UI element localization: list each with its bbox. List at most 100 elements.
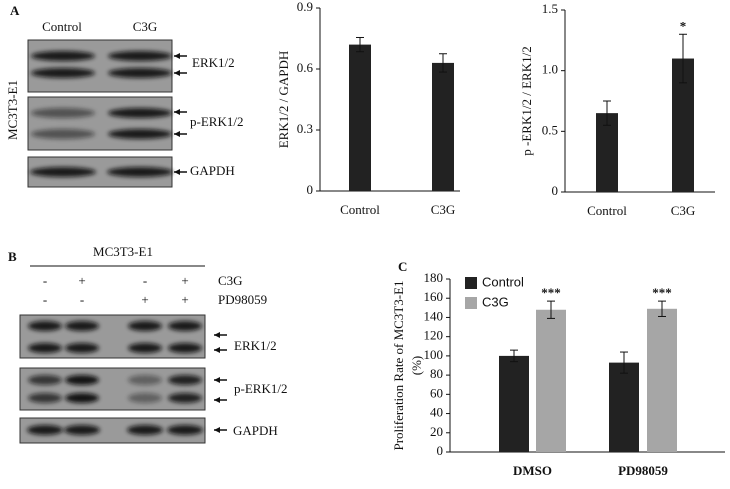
x-tick-label: Control xyxy=(340,202,380,217)
blot-band xyxy=(168,321,202,331)
blot-label: p-ERK1/2 xyxy=(190,114,243,129)
bar xyxy=(432,62,454,192)
treatment-sign: + xyxy=(78,273,85,288)
y-tick-label: 0.6 xyxy=(297,60,314,75)
arrow-head xyxy=(174,109,180,115)
blot-band xyxy=(128,375,162,385)
treatment-sign: + xyxy=(141,292,148,307)
blot-band xyxy=(128,393,162,403)
blot-band xyxy=(107,167,173,177)
x-tick-label: PD98059 xyxy=(618,463,668,478)
blot-band xyxy=(31,129,95,139)
panel-label: C xyxy=(398,259,407,274)
treatment-sign: - xyxy=(80,292,84,307)
blot xyxy=(27,96,173,151)
y-axis-label: Proliferation Rate of MC3T3-E1 xyxy=(391,280,406,450)
y-tick-label: 0.3 xyxy=(297,121,313,136)
bar xyxy=(499,355,529,452)
arrow-head xyxy=(214,377,220,383)
blot-band xyxy=(108,51,172,61)
y-tick-label: 140 xyxy=(424,308,444,323)
blot-band xyxy=(27,425,63,435)
treatment-sign: - xyxy=(43,273,47,288)
legend-swatch xyxy=(465,277,477,289)
bar xyxy=(609,362,639,452)
lane-label: C3G xyxy=(133,19,158,34)
blot-band xyxy=(108,129,172,139)
blot-band xyxy=(168,375,202,385)
blot-band xyxy=(30,167,96,177)
y-tick-label: 180 xyxy=(424,270,444,285)
y-axis-label: (%) xyxy=(409,356,424,376)
cell-line: MC3T3-E1 xyxy=(93,244,153,259)
blot-band xyxy=(128,321,162,331)
lane-label: Control xyxy=(42,19,82,34)
y-tick-label: 0 xyxy=(437,443,444,458)
bar xyxy=(536,309,566,452)
y-tick-label: 60 xyxy=(430,385,443,400)
bar xyxy=(672,58,694,193)
blot-band xyxy=(65,375,99,385)
y-tick-label: 120 xyxy=(424,328,444,343)
y-tick-label: 0.5 xyxy=(542,122,558,137)
annotation: *** xyxy=(541,285,561,300)
arrow-head xyxy=(174,70,180,76)
x-tick-label: C3G xyxy=(431,202,456,217)
arrow-head xyxy=(214,347,220,353)
blot-band xyxy=(64,425,100,435)
blot-band xyxy=(31,51,95,61)
blot-label: ERK1/2 xyxy=(192,55,235,70)
bar xyxy=(349,44,371,191)
treatment-sign: + xyxy=(181,292,188,307)
y-tick-label: 160 xyxy=(424,289,444,304)
cell-line: MC3T3-E1 xyxy=(5,80,20,140)
annotation: *** xyxy=(652,285,672,300)
y-axis-label: p -ERK1/2 / ERK1/2 xyxy=(519,46,534,155)
x-tick-label: C3G xyxy=(671,203,696,218)
panel-label: B xyxy=(8,249,17,264)
y-tick-label: 20 xyxy=(430,424,443,439)
blot-band xyxy=(28,343,62,353)
arrow-head xyxy=(174,169,180,175)
bar xyxy=(596,113,618,192)
blot-band xyxy=(65,393,99,403)
annotation: * xyxy=(680,18,687,33)
blot-label: p-ERK1/2 xyxy=(234,381,287,396)
treatment-sign: - xyxy=(143,273,147,288)
blot xyxy=(27,39,173,93)
treatment-sign: + xyxy=(181,273,188,288)
y-tick-label: 0 xyxy=(307,182,314,197)
x-tick-label: DMSO xyxy=(513,463,552,478)
treatment-name: PD98059 xyxy=(218,292,267,307)
bar xyxy=(647,308,677,452)
blot-label: ERK1/2 xyxy=(234,338,277,353)
treatment-sign: - xyxy=(43,292,47,307)
blot-band xyxy=(65,321,99,331)
blot-band xyxy=(28,375,62,385)
treatment-name: C3G xyxy=(218,273,243,288)
blot-band xyxy=(168,343,202,353)
blot-band xyxy=(28,393,62,403)
blot-label: GAPDH xyxy=(190,163,235,178)
legend-swatch xyxy=(465,297,477,309)
blot-band xyxy=(167,425,203,435)
y-tick-label: 0 xyxy=(552,183,559,198)
blot-band xyxy=(31,108,95,118)
blot-label: GAPDH xyxy=(233,423,278,438)
arrow-head xyxy=(214,397,220,403)
y-tick-label: 1.5 xyxy=(542,1,558,16)
arrow-head xyxy=(214,332,220,338)
panel-label: A xyxy=(10,3,20,18)
y-tick-label: 80 xyxy=(430,366,443,381)
arrow-head xyxy=(174,53,180,59)
y-tick-label: 0.9 xyxy=(297,0,313,14)
blot-band xyxy=(127,425,163,435)
blot-band xyxy=(128,343,162,353)
blot-band xyxy=(31,68,95,78)
legend-label: Control xyxy=(482,274,524,289)
y-tick-label: 100 xyxy=(424,347,444,362)
blot-band xyxy=(108,68,172,78)
legend-label: C3G xyxy=(482,294,509,309)
blot xyxy=(19,367,206,411)
